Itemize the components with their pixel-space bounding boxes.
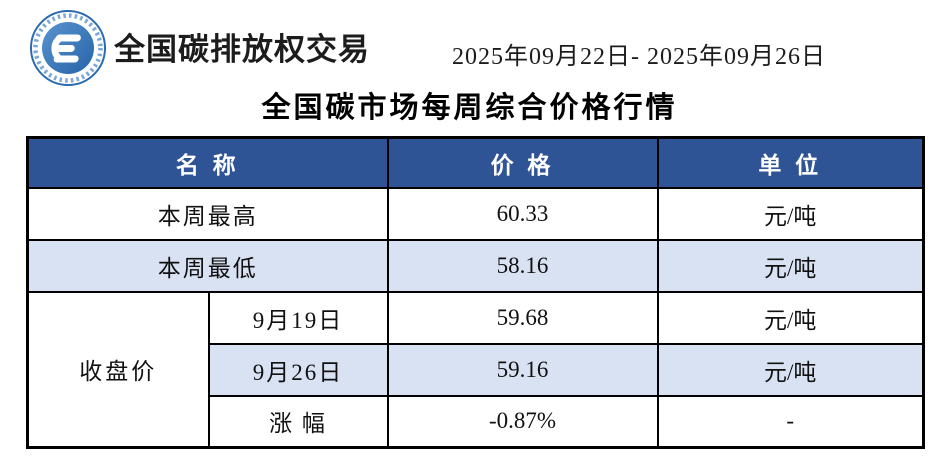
table-header-row: 名 称 价 格 单 位 — [26, 136, 925, 189]
table-row-week-low: 本周最低 58.16 元/吨 — [26, 238, 925, 293]
cell-unit: 元/吨 — [656, 238, 925, 293]
table-row-close-0926: 9月26日 59.16 元/吨 — [28, 342, 925, 397]
cell-price: 59.16 — [386, 342, 659, 397]
brand-title: 全国碳排放权交易 — [114, 32, 370, 67]
table-row-change-pct: 涨 幅 -0.87% - — [28, 394, 925, 449]
cell-name: 9月26日 — [207, 342, 389, 397]
report-date-range: 2025年09月22日- 2025年09月26日 — [452, 44, 826, 70]
cell-group-closing-price: 收盘价 — [26, 290, 210, 449]
cell-unit: 元/吨 — [656, 290, 925, 345]
logo-badge-icon — [30, 10, 106, 86]
cell-price: 58.16 — [386, 238, 659, 293]
table-row-close-0919: 收盘价 9月19日 59.68 元/吨 — [26, 290, 925, 449]
column-header-price: 价 格 — [386, 136, 659, 189]
table-row-week-high: 本周最高 60.33 元/吨 — [26, 186, 925, 241]
column-header-unit: 单 位 — [656, 136, 925, 189]
cell-unit: 元/吨 — [656, 186, 925, 241]
cell-name: 9月19日 — [207, 290, 389, 345]
cell-price: 60.33 — [386, 186, 659, 241]
page-title: 全国碳市场每周综合价格行情 — [261, 92, 678, 124]
weekly-price-table: 名 称 价 格 单 位 本周最高 60.33 元/吨 本周最低 58.16 元/… — [26, 136, 925, 449]
cell-name: 涨 幅 — [207, 394, 389, 449]
cell-price: -0.87% — [386, 394, 659, 449]
cell-name: 本周最高 — [26, 186, 389, 241]
cell-unit: 元/吨 — [656, 342, 925, 397]
carbon-exchange-logo-icon — [28, 8, 108, 88]
cell-unit: - — [656, 394, 925, 449]
cell-price: 59.68 — [386, 290, 659, 345]
column-header-name: 名 称 — [26, 136, 389, 189]
cell-name: 本周最低 — [26, 238, 389, 293]
